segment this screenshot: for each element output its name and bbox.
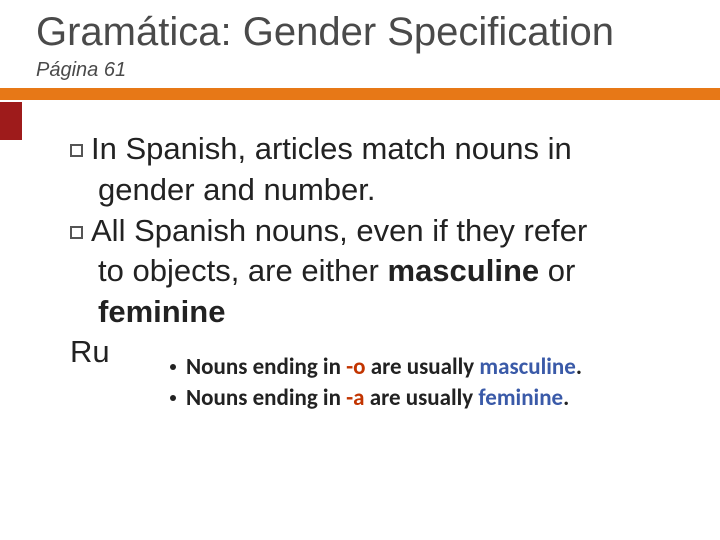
notes-block: Nouns ending in -o are usually masculine…: [70, 352, 670, 414]
note-row: Nouns ending in -a are usually feminine.: [170, 383, 670, 414]
accent-bar: [0, 88, 720, 100]
bullet-item: In Spanish, articles match nouns in: [70, 130, 670, 169]
bold-text: feminine: [98, 294, 225, 329]
gender-text: masculine: [479, 353, 575, 381]
slide-subtitle: Página 61: [0, 59, 720, 88]
bold-text: masculine: [388, 253, 540, 288]
accent-block: [0, 102, 22, 140]
note-text: .: [563, 384, 569, 412]
text-fragment: to objects, are either: [98, 253, 388, 288]
note-text: are usually: [366, 353, 480, 381]
square-bullet-icon: [70, 144, 83, 157]
bullet-text: All Spanish nouns, even if they refer: [91, 213, 587, 248]
note-text: are usually: [365, 384, 479, 412]
text-fragment: or: [539, 253, 575, 288]
ending-text: -o: [346, 353, 365, 381]
note-row: Nouns ending in -o are usually masculine…: [170, 352, 670, 383]
gender-text: feminine: [478, 384, 563, 412]
slide-title: Gramática: Gender Specification: [0, 0, 720, 59]
ending-text: -a: [346, 384, 364, 412]
note-text: Nouns ending in: [186, 353, 346, 381]
note-text: Nouns ending in: [186, 384, 346, 412]
bullet-text: In Spanish, articles match nouns in: [91, 131, 572, 166]
square-bullet-icon: [70, 226, 83, 239]
dot-bullet-icon: [170, 364, 176, 370]
dot-bullet-icon: [170, 395, 176, 401]
bullet-text: feminine: [70, 293, 670, 332]
bullet-text: gender and number.: [70, 171, 670, 210]
note-text: .: [576, 353, 582, 381]
bullet-text: to objects, are either masculine or: [70, 252, 670, 291]
body-content: In Spanish, articles match nouns in gend…: [0, 100, 720, 414]
bullet-item: All Spanish nouns, even if they refer: [70, 212, 670, 251]
